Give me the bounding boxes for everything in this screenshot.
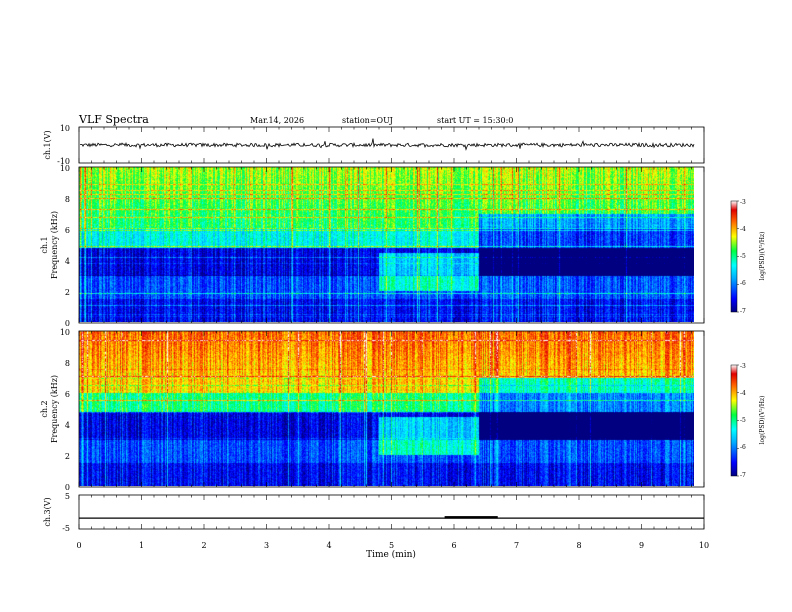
x-tick-label: 4 [326, 541, 331, 550]
ch2-cbar-tick-5: -5 [740, 417, 746, 424]
ch1-cbar-tick-4: -4 [740, 226, 746, 233]
figure-title: VLF Spectra [78, 113, 149, 126]
ch1-cbar-tick-3: -3 [740, 199, 746, 206]
ch1-ytick-top: 10 [60, 124, 70, 133]
ch2-colorbar [730, 364, 738, 477]
ch2-ytick-10: 10 [60, 328, 70, 337]
x-tick-label: 6 [451, 541, 456, 550]
ch2-ytick-0: 0 [65, 483, 70, 492]
ch1-waveform-line [79, 138, 695, 151]
ch2-cbar-tick-6: -6 [740, 444, 746, 451]
ch2-spectrogram-image [79, 331, 694, 486]
ch3-trace-panel: 5 -5 ch.3(V) [43, 492, 705, 533]
x-tick-label: 8 [576, 541, 581, 550]
ch1-colorbar-label: log(PSD)(V²/Hz) [759, 232, 766, 281]
ch1-ytick-8: 8 [65, 195, 70, 204]
ch2-colorbar-label: log(PSD)(V²/Hz) [759, 396, 766, 445]
ch2-cbar-tick-3: -3 [740, 363, 746, 370]
ch2-colorbar-ticks [737, 364, 739, 477]
ch2-spectrogram-panel: 10 8 6 4 2 0 ch.2Frequency (kHz) -3 -4 -… [40, 328, 766, 492]
ch1-ticks [78, 127, 705, 163]
ch3-ytick-bottom: -5 [62, 524, 70, 533]
x-tick-label: 0 [76, 541, 81, 550]
ch1-waveform-panel: 10 -10 ch.1(V) [43, 124, 705, 166]
ch2-ytick-4: 4 [65, 421, 70, 430]
ch2-cbar-tick-4: -4 [740, 390, 746, 397]
x-tick-label: 1 [139, 541, 144, 550]
x-tick-label: 2 [201, 541, 206, 550]
ch1-ytick-0: 0 [65, 319, 70, 328]
x-tick-labels: 0 1 2 3 4 5 6 7 8 9 10 [76, 541, 709, 550]
ch1-colorbar [730, 200, 738, 313]
ch3-ytick-top: 5 [65, 492, 70, 501]
start-time-label: start UT = 15:30:0 [437, 116, 513, 125]
ch1-ytick-6: 6 [65, 226, 70, 235]
ch1-spectrogram-image [79, 167, 694, 322]
ch1-spec-ylabel: ch.1Frequency (kHz) [40, 211, 59, 279]
ch2-ytick-8: 8 [65, 359, 70, 368]
station-label: station=OUJ [342, 116, 393, 125]
ch1-cbar-tick-6: -6 [740, 280, 746, 287]
ch1-ytick-4: 4 [65, 257, 70, 266]
ch1-ytick-10: 10 [60, 164, 70, 173]
ch2-spec-ylabel: ch.2Frequency (kHz) [40, 375, 59, 443]
x-tick-label: 9 [639, 541, 644, 550]
x-tick-label: 7 [514, 541, 519, 550]
ch3-ylabel: ch.3(V) [43, 497, 52, 526]
ch1-cbar-tick-5: -5 [740, 253, 746, 260]
ch1-ytick-2: 2 [65, 288, 70, 297]
ch1-spec-ticks [78, 167, 705, 323]
ch3-ticks [78, 495, 705, 529]
x-tick-label: 10 [699, 541, 709, 550]
ch1-ytick-bottom: -10 [57, 157, 70, 166]
ch1-ylabel: ch.1(V) [43, 130, 52, 159]
ch1-spectrogram-panel: 10 8 6 4 2 0 ch.1Frequency (kHz) -3 -4 -… [40, 164, 766, 328]
x-axis-label: Time (min) [366, 549, 416, 560]
x-tick-label: 3 [264, 541, 269, 550]
ch2-cbar-tick-7: -7 [740, 472, 746, 479]
date-label: Mar.14, 2026 [250, 116, 304, 125]
ch2-ytick-2: 2 [65, 452, 70, 461]
ch2-spec-ticks [78, 331, 705, 487]
ch3-frame [78, 494, 705, 530]
ch1-cbar-tick-7: -7 [740, 308, 746, 315]
ch1-colorbar-ticks [737, 200, 739, 313]
ch2-ytick-6: 6 [65, 390, 70, 399]
ch3-pulse [444, 516, 498, 519]
x-tick-label: 5 [389, 541, 394, 550]
